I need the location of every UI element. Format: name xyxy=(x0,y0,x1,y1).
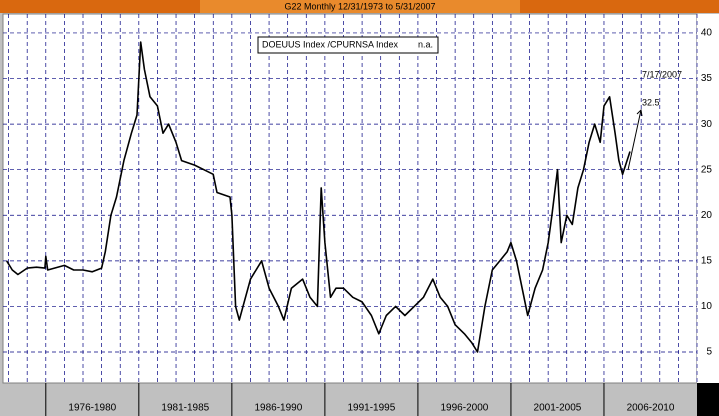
y-tick-label: 5 xyxy=(706,347,712,358)
x-tick-label: 1986-1990 xyxy=(254,403,302,414)
plot-area xyxy=(2,13,698,384)
x-tick-label: 1976-1980 xyxy=(68,403,116,414)
corner xyxy=(697,383,719,416)
legend-label: DOEUUS Index /CPURNSA Index xyxy=(262,39,399,49)
y-axis-area xyxy=(697,14,719,383)
annotation: 7/17/2007 xyxy=(642,69,682,79)
y-tick-label: 10 xyxy=(701,301,713,312)
y-tick-label: 35 xyxy=(701,73,713,84)
annotation: 32.5 xyxy=(642,97,660,107)
title-box xyxy=(200,0,520,13)
x-tick-label: 1981-1985 xyxy=(161,403,209,414)
y-tick-label: 15 xyxy=(701,255,713,266)
data-line xyxy=(6,41,631,353)
x-tick-label: 2001-2005 xyxy=(534,403,582,414)
x-tick-label: 1991-1995 xyxy=(347,403,395,414)
x-tick-label: 1996-2000 xyxy=(441,403,489,414)
legend-value: n.a. xyxy=(418,39,433,49)
y-tick-label: 20 xyxy=(701,210,713,221)
legend xyxy=(257,36,439,54)
y-tick-label: 25 xyxy=(701,164,713,175)
annotation-arrow xyxy=(627,108,643,171)
x-tick-label: 2006-2010 xyxy=(627,403,675,414)
chart-title: G22 Monthly 12/31/1973 to 5/31/2007 xyxy=(284,1,435,11)
y-tick-label: 40 xyxy=(701,28,713,39)
y-tick-label: 30 xyxy=(701,119,713,130)
